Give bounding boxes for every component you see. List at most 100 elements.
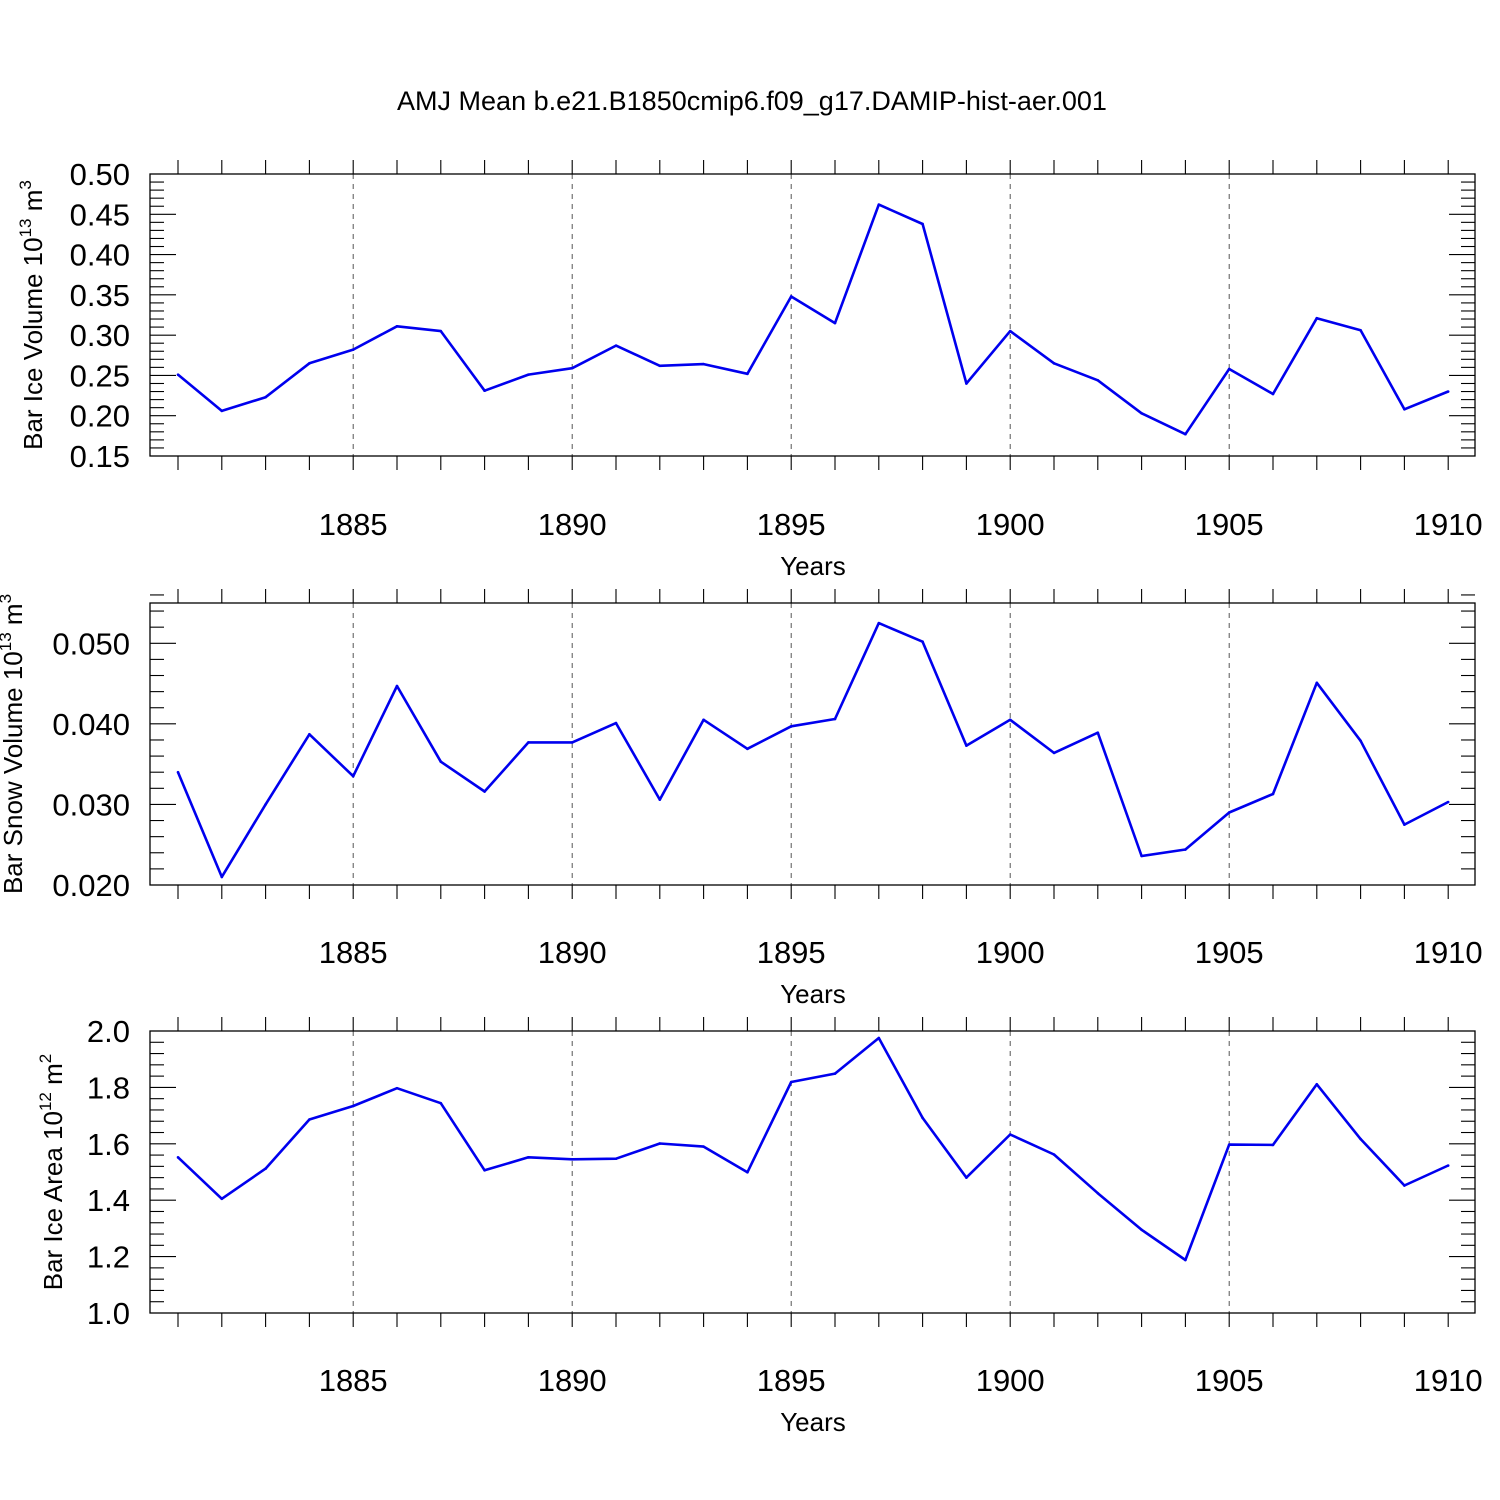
x-tick-label: 1885 — [319, 1363, 388, 1398]
data-point — [1140, 854, 1143, 858]
data-point — [570, 1158, 574, 1161]
data-point — [439, 1101, 443, 1105]
data-point — [1359, 329, 1362, 332]
y-axis-label-ylabel-unit: m — [38, 1063, 68, 1092]
data-point — [570, 741, 574, 744]
data-point — [658, 1142, 662, 1145]
data-point — [308, 733, 311, 736]
data-point — [1096, 731, 1100, 735]
y-tick-label: 0.030 — [52, 787, 130, 822]
y-axis-label-ylabel-unit: m — [18, 190, 48, 219]
data-point — [351, 348, 355, 351]
data-point — [746, 1170, 749, 1174]
x-tick-label: 1890 — [538, 935, 607, 970]
data-point — [965, 1176, 968, 1179]
data-point — [1271, 792, 1275, 796]
y-tick-label: 0.25 — [70, 358, 130, 393]
data-point — [1271, 1143, 1275, 1147]
data-point — [483, 1169, 486, 1172]
x-tick-label: 1910 — [1414, 507, 1483, 542]
x-tick-label: 1910 — [1414, 935, 1483, 970]
data-point — [176, 373, 180, 376]
data-point — [308, 1118, 311, 1121]
data-point — [220, 875, 224, 879]
data-point — [921, 1116, 924, 1120]
data-point — [1271, 392, 1275, 396]
data-point — [570, 366, 574, 370]
data-point — [614, 344, 618, 347]
data-point — [308, 362, 311, 365]
data-point — [395, 684, 399, 688]
x-tick-label: 1890 — [538, 507, 607, 542]
data-point — [264, 803, 267, 806]
data-point — [833, 321, 837, 325]
y-tick-label: 1.0 — [87, 1296, 130, 1331]
y-tick-label: 1.8 — [87, 1070, 130, 1105]
data-point — [439, 329, 443, 333]
data-point — [1446, 800, 1450, 804]
data-point — [1446, 390, 1450, 393]
data-point — [1096, 1191, 1100, 1195]
data-point — [1315, 681, 1319, 685]
y-tick-label: 2.0 — [87, 1014, 130, 1049]
y-axis-label: Bar Ice Volume 1013 m3 — [16, 180, 48, 450]
data-point — [483, 389, 486, 393]
data-point — [833, 1072, 837, 1075]
data-point — [658, 364, 662, 368]
y-tick-label: 0.50 — [70, 157, 130, 192]
series-line — [176, 621, 1449, 879]
panel-snow-volume: 0.020 0.030 0.040 0.050 1885 1890 1895 1900 1905… — [0, 589, 1483, 1009]
figure-title: AMJ Mean b.e21.B1850cmip6.f09_g17.DAMIP-… — [397, 86, 1107, 116]
x-axis-label: Years — [780, 979, 846, 1009]
plot-frame — [149, 602, 1476, 886]
x-tick-label: 1910 — [1414, 1363, 1483, 1398]
data-point — [965, 382, 968, 385]
data-point — [702, 362, 705, 366]
data-point — [1315, 1082, 1319, 1086]
y-axis-label-ylabel-exponent: 13 — [16, 218, 35, 237]
x-tick-label: 1900 — [976, 935, 1045, 970]
y-axis-label-ylabel-exponent: 12 — [36, 1092, 55, 1111]
data-point — [746, 372, 749, 376]
data-point — [921, 640, 924, 643]
y-tick-label: 0.050 — [52, 626, 130, 661]
y-tick-label: 0.45 — [70, 197, 130, 232]
data-point — [614, 1157, 618, 1161]
data-point — [264, 1167, 267, 1170]
y-tick-label: 0.35 — [70, 278, 130, 313]
data-point — [789, 295, 793, 298]
data-point — [877, 1036, 881, 1040]
y-axis-label: Bar Snow Volume 1013 m3 — [0, 594, 28, 894]
data-point — [220, 409, 224, 413]
data-point — [1052, 1153, 1056, 1156]
y-axis-label-ylabel-unit-exponent: 3 — [0, 594, 15, 603]
data-point — [877, 203, 881, 206]
data-point — [1008, 329, 1012, 333]
plot-frame — [149, 173, 1476, 457]
plot-frame — [149, 1030, 1476, 1314]
data-point — [1008, 1133, 1012, 1136]
y-axis-label-ylabel-unit: m — [0, 603, 28, 632]
data-point — [877, 621, 881, 625]
y-tick-label: 0.20 — [70, 399, 130, 434]
data-point — [1403, 407, 1406, 411]
data-point — [1227, 1143, 1231, 1146]
x-axis-label: Years — [780, 1407, 846, 1437]
data-point — [1184, 432, 1187, 436]
series-line — [177, 1036, 1449, 1262]
x-tick-label: 1890 — [538, 1363, 607, 1398]
data-point — [833, 717, 837, 721]
y-tick-label: 1.4 — [87, 1183, 130, 1218]
y-axis-label: Bar Ice Area 1012 m2 — [36, 1054, 68, 1291]
y-axis-label-ylabel-exponent: 13 — [0, 632, 15, 651]
x-tick-label: 1885 — [319, 507, 388, 542]
data-point — [1052, 751, 1056, 755]
data-point — [1359, 1137, 1362, 1141]
data-point — [614, 721, 618, 725]
data-point — [1403, 1184, 1406, 1187]
data-point — [1446, 1164, 1450, 1167]
data-point — [264, 395, 267, 399]
data-point — [921, 222, 924, 226]
data-point — [1184, 848, 1187, 851]
